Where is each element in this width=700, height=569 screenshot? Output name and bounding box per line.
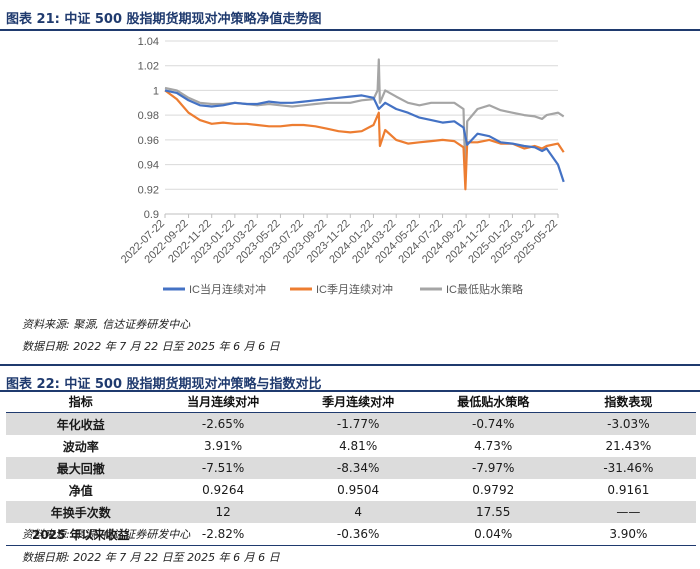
row-label: 净值 — [68, 483, 93, 498]
y-tick-labels: 0.9 0.92 0.94 0.96 0.98 1 1.02 1.04 — [138, 36, 159, 221]
table-cell: -7.97% — [425, 457, 561, 479]
grid-lines — [165, 40, 558, 190]
header-quarterly: 季月连续对冲 — [290, 390, 426, 413]
series-line-1 — [164, 89, 565, 183]
row-label: 年化收益 — [6, 412, 156, 435]
table-cell: 4 — [290, 501, 426, 523]
title-rule — [0, 29, 700, 31]
table-cell: 12 — [155, 501, 291, 523]
header-index: 指数表现 — [560, 390, 696, 413]
y-tick-label: 1 — [153, 85, 159, 97]
header-min-discount: 最低贴水策略 — [425, 390, 561, 413]
row-label: 年换手次数 — [6, 501, 156, 523]
header-monthly: 当月连续对冲 — [155, 390, 291, 413]
legend-label: IC当月连续对冲 — [189, 282, 266, 296]
table-22-source: 资料来源: 聚源, 信达证券研发中心 — [22, 528, 191, 541]
x-axis: 2022-07-222022-09-222022-11-222023-01-22… — [119, 213, 560, 266]
legend-label: IC最低贴水策略 — [446, 282, 523, 296]
table-cell: -1.77% — [290, 412, 426, 435]
table-cell: -3.03% — [560, 412, 696, 435]
table-header-row: 指标 当月连续对冲 季月连续对冲 最低贴水策略 指数表现 — [6, 390, 696, 413]
y-tick-label: 0.96 — [138, 135, 159, 147]
figure-21-date-range: 数据日期: 2022 年 7 月 22 日至 2025 年 6 月 6 日 — [22, 340, 280, 353]
table-cell: -0.36% — [290, 523, 426, 546]
table-22-date-range: 数据日期: 2022 年 7 月 22 日至 2025 年 6 月 6 日 — [22, 551, 280, 564]
table-cell: -7.51% — [155, 457, 291, 479]
series-lines — [164, 58, 565, 191]
table-row: 2025 年以来收益 -2.82% -0.36% 0.04% 3.90% — [6, 523, 696, 546]
y-tick-label: 0.9 — [144, 209, 159, 221]
table-cell: -8.34% — [290, 457, 426, 479]
table-cell: 3.91% — [204, 439, 243, 453]
legend: IC当月连续对冲 IC季月连续对冲 IC最低贴水策略 — [163, 282, 523, 296]
section-rule — [0, 364, 700, 366]
table-cell: 4.73% — [474, 439, 513, 453]
row-label: 最大回撤 — [6, 457, 156, 479]
table-cell: 0.9792 — [472, 483, 515, 497]
table-row: 波动率 3.91% 4.81% 4.73% 21.43% — [6, 435, 696, 457]
table-cell: 21.43% — [605, 439, 652, 453]
figure-21-title: 图表 21: 中证 500 股指期货期现对冲策略净值走势图 — [6, 12, 322, 27]
table-cell: 0.04% — [425, 523, 561, 546]
row-label: 波动率 — [62, 439, 99, 454]
y-tick-label: 0.98 — [138, 110, 159, 122]
y-tick-label: 1.04 — [138, 36, 159, 48]
table-cell: -31.46% — [560, 457, 696, 479]
table-cell: 0.9264 — [202, 483, 245, 497]
table-row: 年化收益 -2.65% -1.77% -0.74% -3.03% — [6, 412, 696, 435]
table-row: 净值 0.9264 0.9504 0.9792 0.9161 — [6, 479, 696, 501]
y-tick-label: 1.02 — [138, 61, 159, 73]
header-metric: 指标 — [6, 390, 156, 413]
comparison-table: 指标 当月连续对冲 季月连续对冲 最低贴水策略 指数表现 年化收益 -2.65%… — [6, 390, 696, 546]
table-cell: -2.65% — [155, 412, 291, 435]
table-cell: -2.82% — [155, 523, 291, 546]
table-cell: —— — [560, 501, 696, 523]
figure-21-source: 资料来源: 聚源, 信达证券研发中心 — [22, 318, 191, 331]
table-cell: 3.90% — [560, 523, 696, 546]
table-row: 最大回撤 -7.51% -8.34% -7.97% -31.46% — [6, 457, 696, 479]
table-row: 年换手次数 12 4 17.55 —— — [6, 501, 696, 523]
table-cell: -0.74% — [425, 412, 561, 435]
legend-label: IC季月连续对冲 — [316, 282, 393, 296]
y-tick-label: 0.92 — [138, 184, 159, 196]
table-cell: 0.9504 — [337, 483, 380, 497]
series-line-3 — [164, 58, 565, 178]
y-tick-label: 0.94 — [138, 160, 159, 172]
table-cell: 4.81% — [339, 439, 378, 453]
table-cell: 0.9161 — [607, 483, 650, 497]
row-label: 2025 年以来收益 — [6, 523, 156, 546]
table-22-title: 图表 22: 中证 500 股指期货期现对冲策略与指数对比 — [6, 377, 322, 392]
nav-line-chart: 0.9 0.92 0.94 0.96 0.98 1 1.02 1.04 2022-07-222… — [119, 36, 565, 296]
table-cell: 17.55 — [425, 501, 561, 523]
